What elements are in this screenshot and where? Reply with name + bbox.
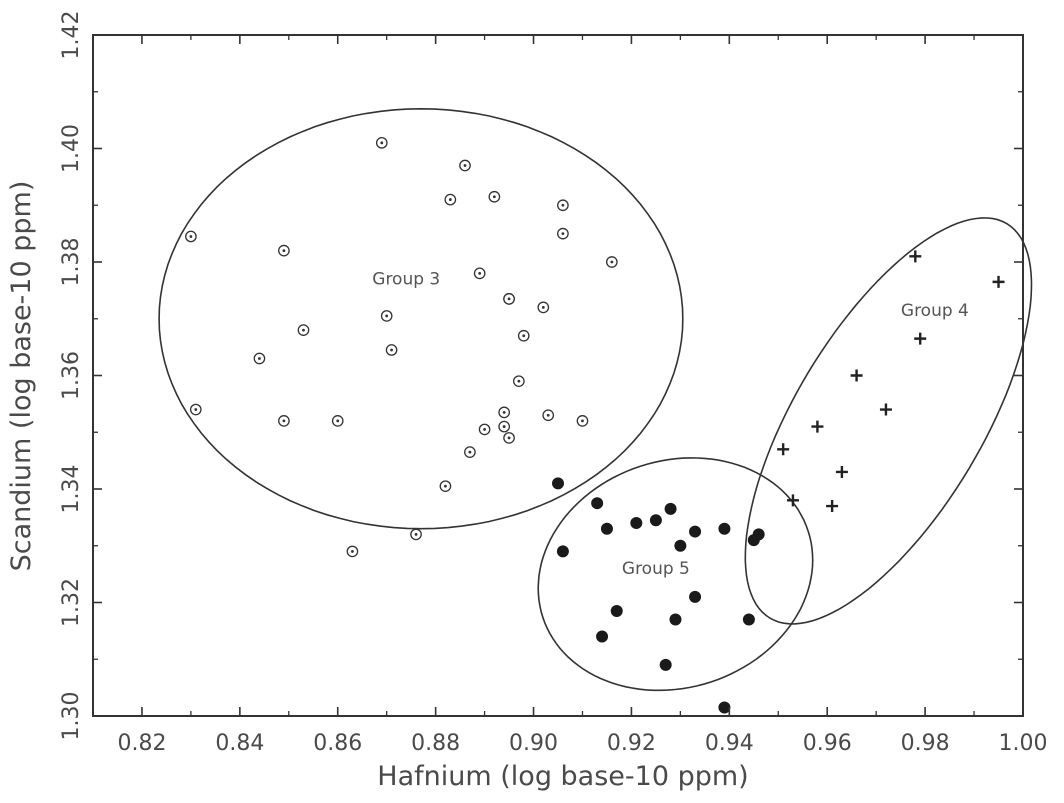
group-3-point-5 (297, 324, 310, 336)
y-tick-label-1.38: 1.38 (59, 238, 84, 287)
group-5-point-5 (610, 605, 623, 618)
group-5-point-7 (649, 514, 662, 527)
group-3-point-2 (253, 352, 266, 365)
group-4-point-3 (826, 500, 839, 513)
group-5-point-0 (552, 477, 564, 490)
group-5-point-13 (689, 590, 702, 603)
group-3-point-9 (380, 310, 393, 322)
group-3-point-20 (498, 420, 511, 433)
ellipses-layer (158, 107, 1033, 692)
x-tick-label-0.96: 0.96 (803, 731, 852, 756)
y-tick-label-1.40: 1.40 (59, 124, 84, 173)
group-4-point-1 (786, 494, 799, 507)
group-4-point-5 (850, 369, 863, 382)
plot-frame (92, 34, 1024, 717)
group-3-point-7 (346, 545, 359, 558)
group-3-point-3 (278, 415, 290, 427)
group-5-ellipse (537, 457, 814, 692)
y-axis-title: Scandium (log base-10 ppm) (6, 181, 37, 572)
group-3-ellipse (158, 107, 684, 530)
group-5-point-8 (659, 658, 672, 671)
x-tick-label-1.00: 1.00 (999, 731, 1048, 756)
group-5-point-14 (718, 701, 731, 714)
group-3-point-25 (517, 329, 530, 342)
group-3-point-0 (185, 230, 197, 243)
group-3-point-28 (557, 199, 569, 212)
group-3-point-14 (459, 159, 471, 172)
y-tick-label-1.42: 1.42 (59, 11, 84, 60)
group-3-point-10 (385, 344, 398, 356)
group-4-point-9 (992, 275, 1005, 288)
group-3-point-31 (605, 256, 618, 268)
group-4-point-0 (777, 443, 790, 456)
x-tick-label-0.86: 0.86 (313, 731, 362, 756)
x-axis-title: Hafnium (log base-10 ppm) (377, 761, 748, 792)
x-tick-label-0.84: 0.84 (215, 731, 264, 756)
labels-layer: 0.82 0.84 0.86 0.88 0.90 0.92 0.94 0.96 0.98 1.00… (59, 11, 1047, 756)
group-5-point-1 (556, 545, 569, 558)
group-3-point-4 (278, 244, 290, 257)
group-5-point-11 (674, 539, 687, 552)
group-4-point-6 (879, 403, 892, 416)
group-3-label: Group 3 (372, 270, 440, 290)
group-4-point-4 (835, 465, 848, 478)
group-3-point-15 (464, 446, 476, 458)
group-3-point-1 (189, 403, 202, 416)
group-5-point-15 (718, 522, 731, 535)
x-tick-label-0.88: 0.88 (411, 731, 460, 756)
y-tick-label-1.36: 1.36 (59, 351, 84, 400)
group-4-point-8 (914, 332, 927, 345)
group-3-point-23 (503, 293, 515, 305)
group-3-point-19 (498, 406, 511, 419)
group-4-label: Group 4 (901, 301, 969, 321)
group-4-point-7 (909, 250, 922, 263)
group-3-point-16 (473, 267, 486, 280)
group-5-point-18 (752, 528, 765, 541)
group-3-point-6 (331, 415, 344, 427)
group-5-point-12 (689, 525, 702, 538)
group-3-point-26 (537, 301, 550, 314)
points-layer (185, 136, 1005, 714)
group-3-point-17 (478, 423, 491, 436)
group-3-point-13 (444, 193, 457, 206)
x-tick-label-0.90: 0.90 (509, 731, 558, 756)
x-tick-label-0.98: 0.98 (901, 731, 950, 756)
y-tick-label-1.34: 1.34 (59, 465, 84, 514)
group-5-point-16 (742, 613, 755, 626)
group-5-label: Group 5 (622, 559, 690, 579)
group-5-point-4 (600, 522, 613, 535)
group-4-point-2 (811, 420, 824, 433)
group-5-point-2 (591, 497, 604, 510)
y-tick-label-1.30: 1.30 (59, 692, 84, 741)
group-3-point-24 (512, 375, 525, 388)
group-3-point-30 (576, 415, 589, 427)
group-4-ellipse (744, 217, 1033, 625)
group-5-point-10 (669, 613, 682, 626)
group-3-point-12 (439, 480, 452, 493)
group-3-point-8 (375, 136, 388, 149)
group-5-point-3 (596, 630, 609, 643)
x-tick-label-0.94: 0.94 (705, 731, 754, 756)
group-5-point-6 (630, 517, 643, 530)
group-5-point-9 (664, 502, 677, 515)
x-tick-label-0.92: 0.92 (607, 731, 656, 756)
group-3-point-27 (542, 409, 555, 422)
x-tick-label-0.82: 0.82 (117, 731, 166, 756)
group-3-point-18 (488, 190, 501, 203)
group-3-point-11 (410, 528, 422, 541)
group-3-point-21 (503, 432, 515, 444)
y-tick-label-1.32: 1.32 (59, 578, 84, 627)
group-3-point-29 (557, 227, 569, 240)
